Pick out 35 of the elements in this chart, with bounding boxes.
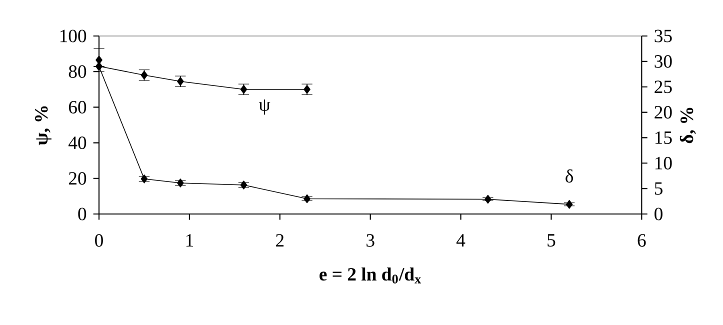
x-tick-label: 0 — [95, 234, 103, 247]
x-tick-label: 3 — [366, 234, 374, 247]
y2-axis-title: δ, % — [680, 108, 696, 144]
x-axis-title: e = 2 ln d$_{0}$/d$_{x}$ — [320, 267, 422, 284]
y-tick-label: 60 — [68, 100, 86, 114]
x-tick-label: 5 — [548, 234, 556, 247]
series-label: δ — [566, 169, 574, 183]
point — [96, 56, 102, 64]
point — [140, 174, 148, 184]
y2-tick-label: 30 — [654, 55, 672, 68]
x-tick-label: 2 — [276, 234, 284, 247]
y2-tick-label: 20 — [654, 106, 672, 119]
y2-tick-label: 5 — [654, 182, 662, 195]
y-tick-label: 40 — [68, 136, 86, 150]
y-axis-title: ψ, % — [35, 106, 52, 146]
y-tick-label: 100 — [60, 30, 86, 42]
y2-tick-label: 10 — [655, 156, 672, 170]
y-tick-label: 0 — [78, 208, 86, 220]
y-tick-label: 80 — [68, 65, 86, 78]
x-tick-label: 6 — [638, 234, 646, 247]
point — [566, 200, 573, 209]
y2-tick-label: 0 — [654, 208, 662, 220]
point — [177, 76, 184, 86]
point — [177, 178, 184, 188]
point — [304, 194, 310, 204]
x-tick-label: 4 — [456, 234, 466, 246]
series-label: ψ — [258, 99, 270, 115]
y-tick-label: 20 — [68, 172, 86, 185]
point — [484, 194, 492, 204]
y2-tick-label: 15 — [655, 131, 672, 144]
y2-tick-label: 25 — [654, 80, 672, 94]
y2-tick-label: 35 — [654, 30, 672, 42]
point — [96, 62, 102, 71]
point — [240, 180, 248, 190]
x-tick-label: 1 — [186, 234, 193, 247]
